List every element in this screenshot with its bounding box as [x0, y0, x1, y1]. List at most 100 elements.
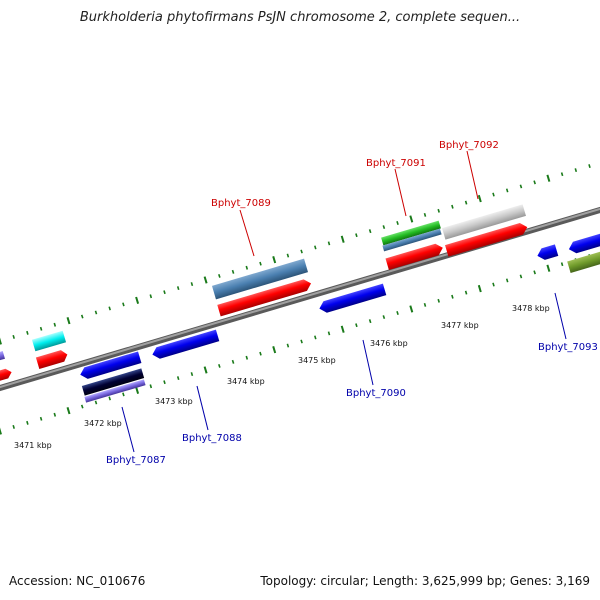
feature-steel-7089[interactable] [211, 258, 309, 300]
track-tick [314, 245, 317, 250]
scale-label: 3472 kbp [84, 419, 122, 428]
track-tick [396, 311, 399, 315]
gene-label-bphyt-7091[interactable]: Bphyt_7091 [366, 158, 426, 169]
feature-olive-right-edge[interactable] [567, 248, 600, 274]
gene-feature-bphyt-7093[interactable] [536, 244, 559, 261]
feature-green-7091[interactable] [381, 220, 441, 246]
track-tick [533, 180, 536, 185]
track-tick [0, 427, 2, 435]
track-tick [560, 262, 564, 267]
feature-purple-edge[interactable] [0, 351, 5, 363]
track-tick [340, 235, 345, 243]
track-tick [272, 346, 277, 354]
track-tick [122, 392, 125, 397]
feature-steel-7091[interactable] [382, 228, 442, 252]
track-tick [26, 330, 29, 335]
track-tick [122, 302, 125, 307]
track-tick [190, 372, 194, 377]
track-tick [464, 200, 468, 205]
track-tick [396, 221, 399, 225]
gene-label-bphyt-7090[interactable]: Bphyt_7090 [346, 388, 406, 399]
track-tick [477, 194, 482, 203]
track-tick [560, 172, 564, 177]
scale-label: 3475 kbp [298, 356, 336, 365]
track-tick [574, 168, 578, 173]
track-tick [108, 306, 111, 311]
feature-navy-7087[interactable] [81, 368, 145, 396]
track-tick [533, 270, 536, 275]
track-tick [451, 204, 454, 209]
scale-label: 3471 kbp [14, 441, 52, 450]
track-tick [492, 192, 495, 197]
scale-label: 3473 kbp [155, 397, 193, 406]
track-tick [176, 286, 180, 291]
track-tick [66, 407, 71, 415]
track-tick [519, 274, 523, 279]
track-tick [26, 420, 29, 425]
track-tick [519, 184, 523, 189]
gene-label-bphyt-7087[interactable]: Bphyt_7087 [106, 455, 166, 466]
track-tick [464, 290, 468, 295]
track-tick [382, 225, 386, 230]
gene-feature-bphyt-7087[interactable] [79, 351, 142, 380]
track-tick [355, 323, 358, 328]
track-tick [546, 264, 551, 272]
track-tick [12, 334, 15, 339]
track-tick [314, 335, 317, 340]
gene-label-bphyt-7093[interactable]: Bphyt_7093 [538, 342, 598, 353]
track-tick [218, 273, 221, 278]
forward-strand-features [0, 204, 529, 383]
inner-tick-track [0, 254, 591, 435]
gene-feature-bphyt-7091[interactable] [385, 242, 444, 270]
gene-label-bphyt-7092[interactable]: Bphyt_7092 [439, 140, 499, 151]
feature-red-left[interactable] [35, 349, 69, 370]
track-tick [505, 278, 509, 283]
track-tick [505, 188, 509, 193]
track-tick [245, 265, 249, 270]
scale-label: 3477 kbp [441, 321, 479, 330]
track-tick [368, 229, 372, 234]
track-tick [245, 355, 249, 360]
gene-feature-bphyt-7088[interactable] [151, 329, 220, 361]
track-tick [327, 241, 331, 246]
gene-feature-bphyt-7089[interactable] [217, 278, 312, 317]
track-tick [53, 412, 57, 417]
track-tick [423, 212, 427, 217]
label-leader-lines [121, 150, 567, 453]
reverse-strand-features [0, 230, 600, 403]
feature-purple-7087[interactable] [84, 379, 146, 403]
track-tick [437, 208, 440, 213]
track-tick [39, 326, 43, 331]
track-tick [382, 315, 386, 320]
track-tick [477, 284, 482, 293]
track-tick [190, 282, 194, 287]
track-tick [340, 325, 345, 333]
outer-tick-track [0, 164, 591, 345]
track-tick [437, 298, 440, 303]
track-tick [409, 305, 414, 313]
track-tick [203, 276, 208, 284]
gene-feature-bphyt-7092[interactable] [445, 221, 529, 257]
track-tick [149, 384, 153, 389]
track-tick [327, 331, 331, 336]
scale-label: 3476 kbp [370, 339, 408, 348]
track-tick [588, 164, 591, 169]
track-tick [300, 339, 303, 344]
track-tick [231, 359, 235, 364]
feature-red-edge[interactable] [0, 367, 13, 383]
gene-label-bphyt-7088[interactable]: Bphyt_7088 [182, 433, 242, 444]
track-tick [423, 302, 427, 307]
track-tick [355, 233, 358, 238]
gene-feature-bphyt-7090[interactable] [318, 283, 387, 315]
track-tick [108, 396, 111, 401]
track-tick [94, 400, 98, 405]
feature-cyan[interactable] [31, 330, 67, 352]
track-tick [409, 215, 414, 223]
gene-label-bphyt-7089[interactable]: Bphyt_7089 [211, 198, 271, 209]
feature-blue-right-edge[interactable] [567, 230, 600, 255]
feature-gray-7092[interactable] [442, 204, 526, 240]
scale-label: 3474 kbp [227, 377, 265, 386]
track-tick [53, 322, 57, 327]
track-tick [66, 317, 71, 325]
